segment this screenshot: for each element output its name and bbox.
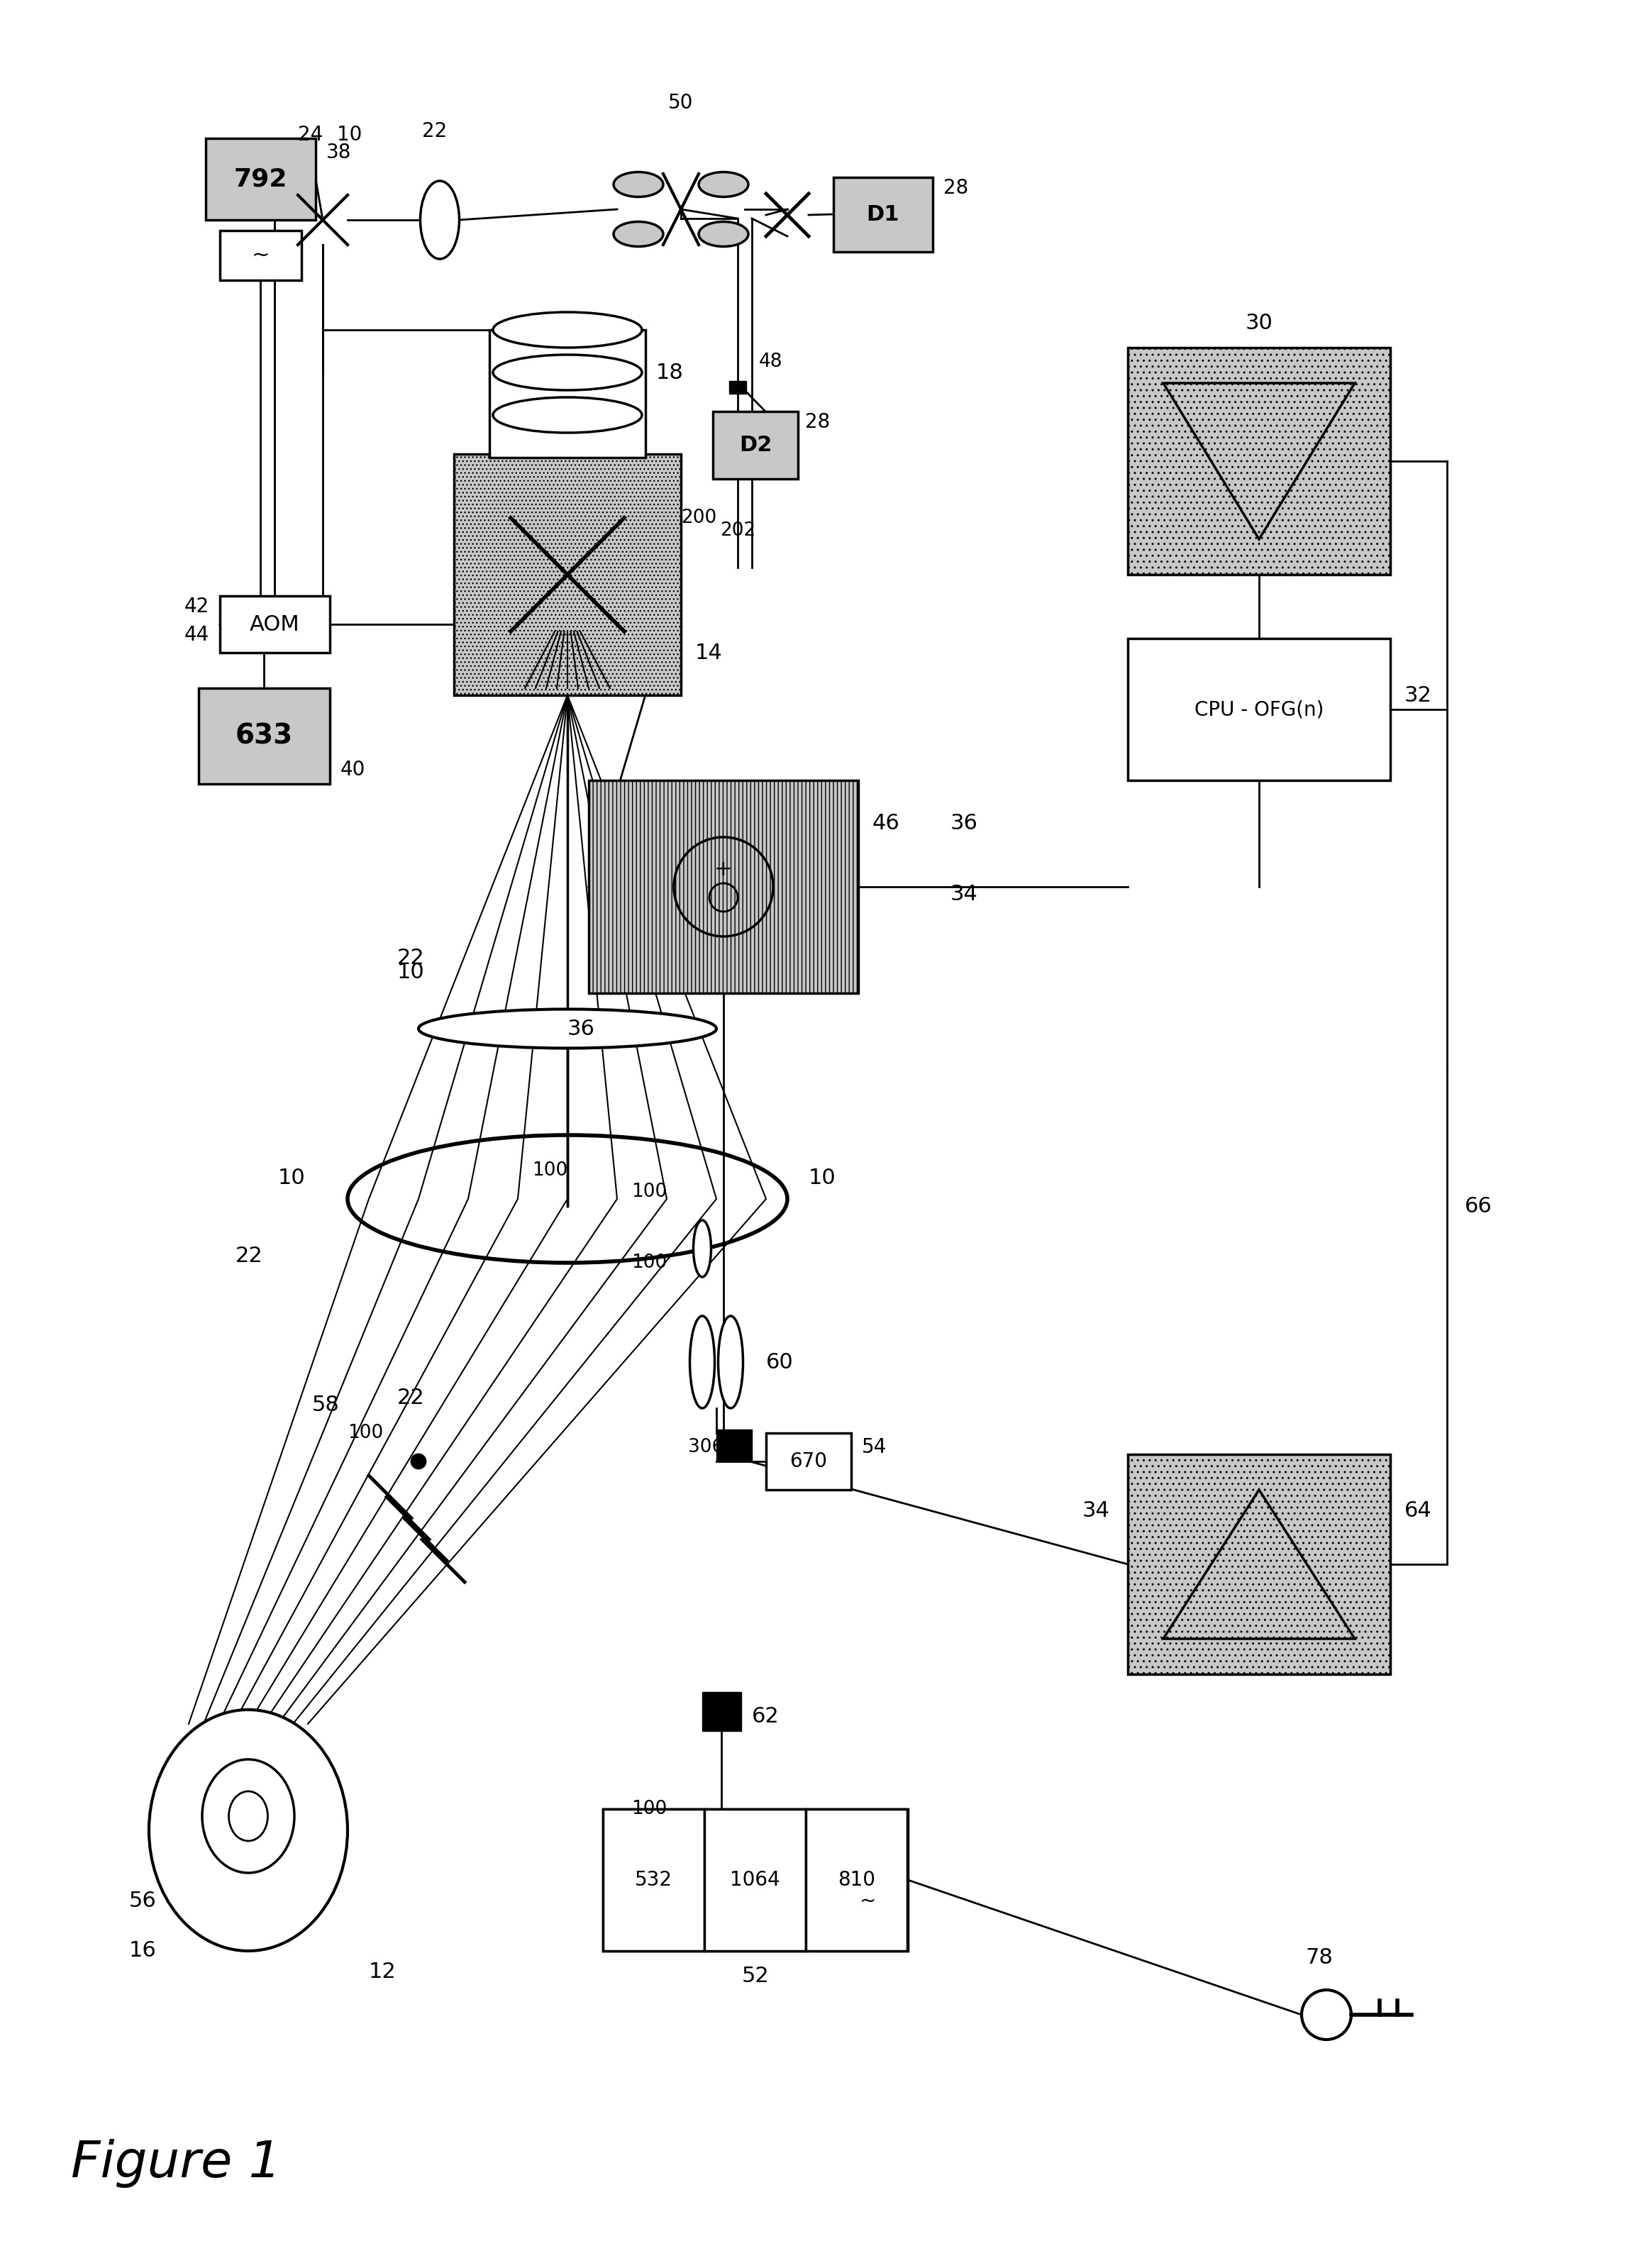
Text: 34: 34	[950, 885, 978, 905]
Text: ~: ~	[861, 1891, 877, 1911]
Text: 46: 46	[872, 813, 900, 833]
Text: 78: 78	[1305, 1947, 1333, 1967]
Text: ~: ~	[251, 245, 269, 266]
Bar	[767, 1434, 851, 1490]
Text: Figure 1: Figure 1	[71, 2138, 281, 2188]
Ellipse shape	[149, 1711, 347, 1952]
Text: 30: 30	[1246, 313, 1272, 333]
Ellipse shape	[613, 221, 662, 248]
Bar	[806, 1810, 907, 1952]
Ellipse shape	[418, 1008, 717, 1049]
Text: 52: 52	[742, 1965, 770, 1985]
Text: D2: D2	[738, 434, 771, 455]
Text: 22: 22	[396, 948, 425, 968]
Bar	[588, 781, 859, 993]
Text: AOM: AOM	[249, 615, 301, 635]
Text: 810: 810	[838, 1871, 876, 1891]
Text: 22: 22	[396, 1387, 425, 1407]
Bar	[220, 597, 330, 653]
Text: 22: 22	[235, 1245, 263, 1265]
Bar	[729, 380, 747, 394]
Text: D1: D1	[867, 205, 900, 225]
Ellipse shape	[719, 1317, 743, 1409]
Text: 202: 202	[720, 522, 755, 540]
Text: 792: 792	[235, 167, 287, 191]
Text: 200: 200	[681, 509, 717, 527]
Text: 22: 22	[421, 122, 448, 142]
Ellipse shape	[228, 1792, 268, 1841]
Ellipse shape	[492, 356, 643, 389]
Ellipse shape	[613, 171, 662, 196]
Text: CPU - OFG(n): CPU - OFG(n)	[1194, 700, 1323, 720]
Bar	[198, 689, 330, 783]
Text: 10: 10	[278, 1168, 306, 1189]
Ellipse shape	[694, 1220, 710, 1276]
Bar	[702, 1693, 742, 1731]
Text: 54: 54	[862, 1438, 887, 1456]
Bar	[603, 1810, 909, 1952]
Text: 64: 64	[1404, 1501, 1432, 1522]
Ellipse shape	[699, 221, 748, 248]
Ellipse shape	[420, 180, 459, 259]
Ellipse shape	[492, 396, 643, 432]
Text: 58: 58	[312, 1393, 340, 1416]
Bar	[220, 230, 301, 279]
Text: 100: 100	[631, 1182, 667, 1202]
Text: 670: 670	[790, 1452, 828, 1472]
Text: 10: 10	[337, 124, 362, 144]
Text: 38: 38	[327, 142, 352, 162]
Text: 100: 100	[631, 1254, 667, 1272]
Text: 28: 28	[805, 412, 829, 432]
Bar	[717, 1429, 752, 1461]
Text: 18: 18	[656, 362, 684, 383]
Text: 28: 28	[943, 178, 968, 198]
Text: 40: 40	[340, 761, 365, 779]
Text: 42: 42	[185, 597, 210, 617]
Text: 633: 633	[235, 723, 292, 750]
Ellipse shape	[202, 1760, 294, 1873]
Circle shape	[411, 1454, 426, 1468]
Bar	[714, 412, 798, 479]
Bar	[207, 137, 316, 221]
Text: +: +	[714, 860, 732, 880]
Text: 10: 10	[396, 961, 425, 981]
Text: 100: 100	[347, 1425, 383, 1443]
Text: 100: 100	[532, 1162, 567, 1180]
Text: 56: 56	[129, 1891, 155, 1911]
Text: 48: 48	[758, 353, 783, 371]
Text: 16: 16	[129, 1940, 155, 1961]
Bar	[603, 1810, 704, 1952]
Ellipse shape	[691, 1317, 715, 1409]
Text: 60: 60	[767, 1353, 793, 1373]
Text: 100: 100	[631, 1801, 667, 1819]
Text: 12: 12	[368, 1963, 396, 1983]
Bar	[1128, 347, 1391, 574]
Bar	[1128, 1454, 1391, 1675]
Bar	[489, 331, 646, 457]
Text: 36: 36	[950, 813, 978, 833]
Text: 24: 24	[297, 124, 322, 144]
Text: 10: 10	[808, 1168, 836, 1189]
Text: 532: 532	[634, 1871, 672, 1891]
Circle shape	[1302, 1990, 1351, 2039]
Bar	[1128, 639, 1391, 781]
Text: 62: 62	[752, 1706, 780, 1727]
Bar	[454, 455, 681, 696]
Bar	[704, 1810, 806, 1952]
Ellipse shape	[699, 171, 748, 196]
Text: 32: 32	[1404, 684, 1432, 705]
Text: 306: 306	[687, 1438, 724, 1456]
Text: 36: 36	[567, 1017, 595, 1040]
Text: 34: 34	[1082, 1501, 1110, 1522]
Text: 50: 50	[669, 92, 694, 113]
Text: 66: 66	[1465, 1195, 1492, 1216]
Text: 1064: 1064	[730, 1871, 780, 1891]
Bar	[834, 178, 933, 252]
Text: 14: 14	[695, 642, 722, 664]
Ellipse shape	[492, 313, 643, 347]
Text: 44: 44	[185, 626, 210, 644]
